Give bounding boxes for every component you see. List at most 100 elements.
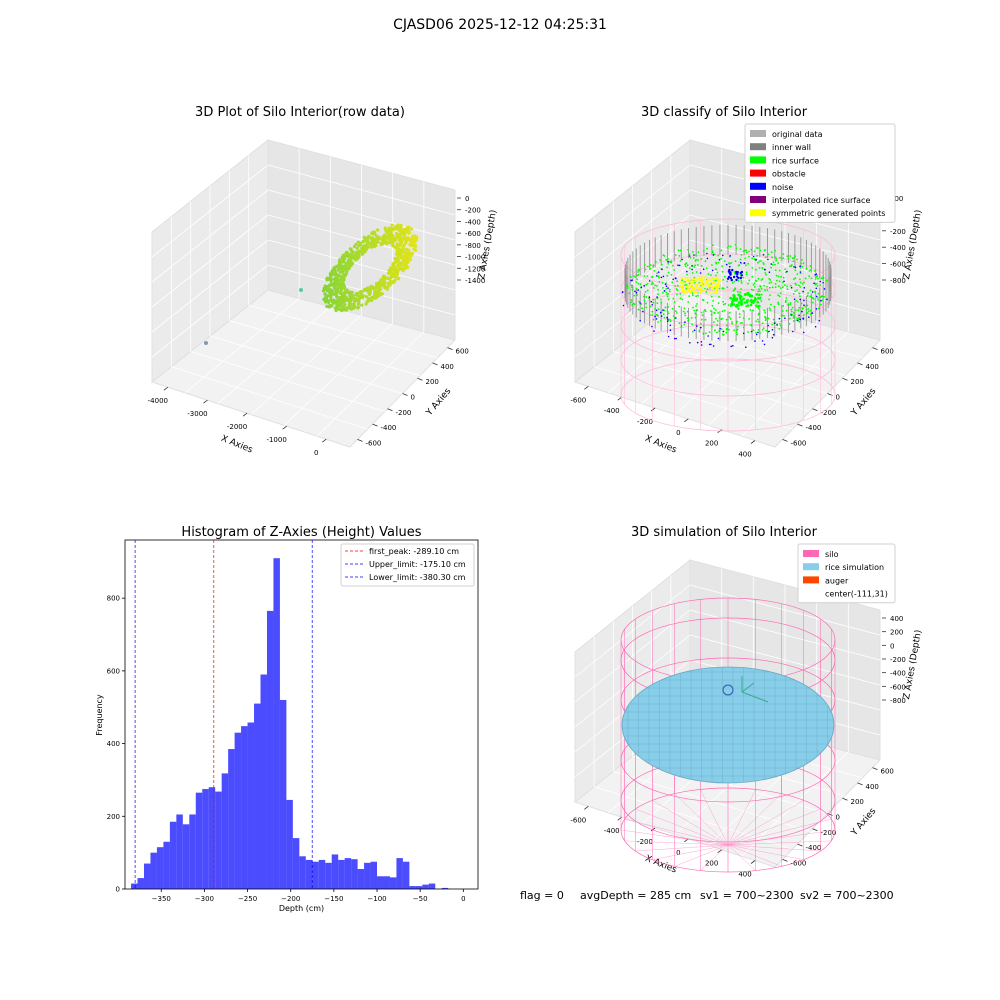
panel-4-silo-line [727, 844, 782, 867]
panel-1-point [357, 249, 361, 253]
panel-2-rice-point [673, 301, 676, 304]
panel-2-noise-point [660, 315, 663, 317]
panel-1-outlier-point [299, 288, 303, 292]
panel-2-rice-point [764, 272, 767, 274]
panel-2-symmetric-point [687, 286, 691, 289]
panel-1-point [387, 233, 391, 237]
panel-2-rice-point [641, 307, 643, 310]
panel-2-rice-point [757, 312, 760, 315]
panel-2-rice-point [795, 299, 798, 302]
panel-2-symmetric-point [717, 282, 720, 285]
panel-2-rice-point [724, 302, 727, 305]
panel-2-rice-point [764, 316, 767, 319]
panel-2-rice-point [770, 266, 772, 269]
panel-1-point [415, 236, 419, 240]
panel-2-rice-point [714, 312, 716, 315]
panel-2-rice-point [759, 285, 761, 287]
panel-2-rice-point [665, 291, 668, 294]
panel-1-point [410, 227, 414, 231]
panel-2-rice-point [815, 275, 818, 278]
panel-4-y-tick-label: 0 [836, 814, 840, 822]
panel-2-rice-point [729, 245, 732, 248]
panel-2-noise-point [621, 291, 624, 293]
panel-2-rice-point [712, 244, 714, 247]
panel-2-noise-point [686, 270, 688, 273]
panel-2-symmetric-point [697, 277, 701, 280]
panel-2-y-tick-label: -200 [821, 409, 837, 417]
panel-1-y-tick [447, 347, 453, 351]
panel-2-noise-point [750, 330, 753, 333]
panel-2-rice-point [667, 306, 669, 309]
panel-2-rice-point [660, 298, 662, 301]
panel-2-rice-point [705, 291, 708, 293]
panel-2-rice-point [691, 272, 694, 274]
panel-2-rice-point [782, 281, 784, 284]
panel-2-rice-point [721, 310, 724, 313]
panel-2-rice-point [631, 286, 633, 289]
panel-2-noise-point [656, 296, 658, 298]
panel-2-rice-point [826, 279, 828, 282]
panel-2-rice-point [757, 307, 760, 310]
panel-2-rice-point [660, 301, 663, 304]
panel-1-point [343, 290, 347, 294]
panel-3-y-tick-label: 600 [107, 667, 120, 675]
panel-1-point [334, 299, 339, 303]
panel-2-noise-point [794, 266, 797, 269]
panel-2-rice-point [734, 243, 737, 246]
panel-4-silo-line [700, 844, 729, 871]
panel-2-noise-point [667, 287, 669, 289]
panel-2-noise-point [799, 271, 802, 273]
panel-2-legend-swatch [750, 196, 766, 203]
panel-1-point [407, 230, 411, 234]
panel-2-symmetric-point [704, 288, 707, 291]
panel-2-noise-point [803, 304, 805, 307]
panel-2-noise-point [672, 278, 674, 281]
panel-2-rice-point [705, 267, 708, 270]
panel-4-silo-line [727, 844, 821, 852]
panel-2-rice-cluster [752, 301, 755, 304]
panel-2-rice-point [771, 256, 773, 259]
histogram-bar [325, 862, 332, 889]
panel-1-point [334, 270, 338, 274]
panel-1-point [332, 266, 337, 270]
panel-2-rice-point [630, 284, 633, 287]
panel-2-rice-point [763, 284, 766, 287]
panel-2-rice-point [742, 310, 745, 312]
panel-2-rice-point [786, 285, 788, 288]
panel-1-x-tick-label: -2000 [227, 423, 247, 431]
panel-2-rice-point [764, 289, 766, 292]
panel-2-rice-point [693, 266, 696, 268]
panel-2-rice-point [657, 293, 659, 295]
panel-2-noise-point [640, 286, 643, 289]
panel-2-noise-point [700, 326, 702, 329]
panel-4-silo-line [727, 840, 832, 846]
panel-2-symmetric-point [695, 283, 698, 286]
panel-classify: 3D classify of Silo Interior -600 -400 -200… [570, 105, 924, 459]
panel-4-x-tick [584, 806, 589, 810]
panel-1-y-tick-label: 0 [411, 394, 415, 402]
panel-2-noise-point [667, 261, 670, 263]
panel-2-noise-cluster [735, 278, 738, 282]
panel-2-noise-point [660, 276, 663, 279]
panel-2-rice-point [713, 321, 715, 323]
panel-4-x-label: X Axies [643, 854, 678, 876]
panel-2-rice-point [751, 275, 754, 278]
panel-2-noise-point [801, 310, 803, 313]
panel-2-noise-point [648, 280, 651, 282]
panel-4-grid-line [689, 584, 881, 636]
panel-1-point [342, 278, 346, 282]
panel-2-rice-point [757, 277, 760, 280]
panel-1-point [325, 278, 329, 282]
panel-2-rice-point [704, 318, 707, 321]
figure-title: CJASD06 2025-12-12 04:25:31 [393, 17, 607, 33]
panel-1-point [408, 257, 412, 261]
panel-2-rice-point [675, 310, 677, 313]
panel-2-rice-point [797, 309, 800, 312]
panel-1-point [330, 289, 334, 293]
panel-2-rice-point [753, 258, 756, 261]
panel-2-rice-point [716, 331, 718, 334]
panel-2-rice-point [765, 273, 767, 276]
panel-4-silo-line [727, 800, 804, 846]
panel-2-symmetric-point [690, 280, 694, 283]
panel-2-rice-point [653, 270, 656, 272]
